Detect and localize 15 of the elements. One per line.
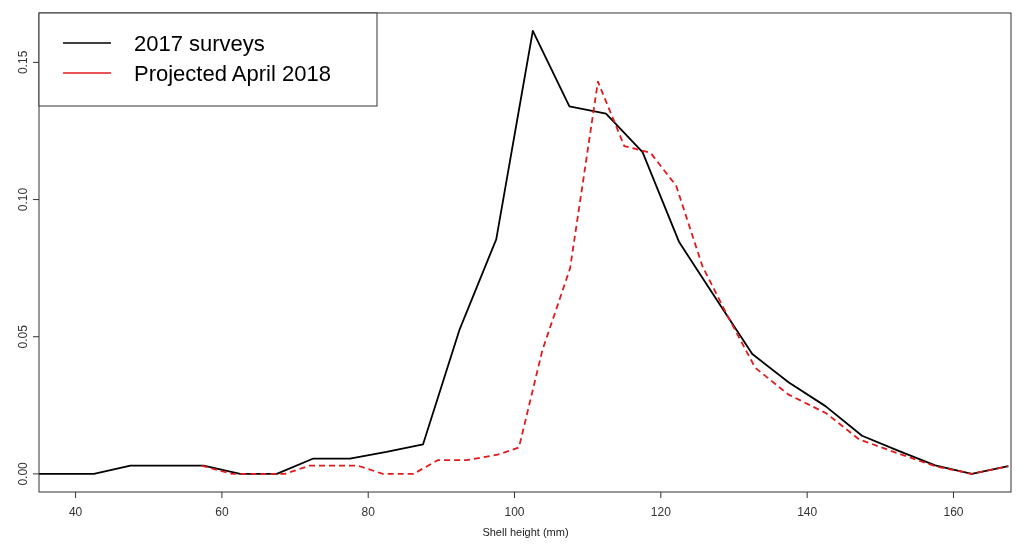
x-tick-label: 100 (504, 505, 525, 519)
x-axis-title: Shell height (mm) (482, 526, 569, 538)
legend-label: Projected April 2018 (134, 61, 331, 86)
y-tick-label: 0.00 (16, 461, 30, 486)
x-tick-label: 140 (797, 505, 818, 519)
x-tick-label: 60 (215, 505, 229, 519)
line-series (38, 29, 1010, 475)
legend-label: 2017 surveys (134, 31, 265, 56)
x-tick-label: 120 (650, 505, 672, 519)
y-tick-label: 0.10 (16, 187, 30, 212)
y-tick-label: 0.05 (16, 324, 30, 349)
x-tick-label: 160 (943, 505, 964, 519)
x-tick-label: 80 (361, 505, 376, 519)
y-tick-label: 0.15 (16, 50, 30, 75)
x-tick-label: 40 (68, 505, 83, 519)
